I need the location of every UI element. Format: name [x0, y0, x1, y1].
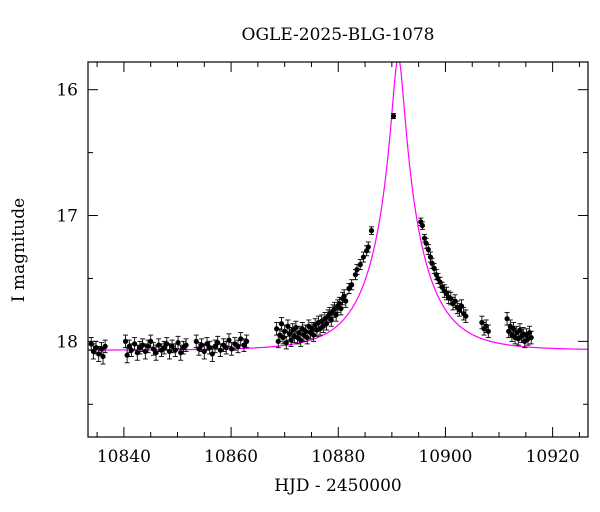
data-point — [304, 334, 310, 341]
data-point — [283, 340, 289, 346]
data-point — [357, 262, 363, 268]
data-point — [156, 342, 162, 348]
data-point — [207, 345, 213, 351]
data-point — [241, 342, 247, 348]
data-point — [132, 341, 138, 347]
data-point — [293, 324, 299, 331]
data-point — [196, 346, 202, 352]
data-point — [439, 284, 445, 290]
data-point — [390, 113, 397, 119]
data-point — [93, 345, 99, 351]
data-point — [128, 347, 135, 353]
data-point — [150, 346, 156, 352]
data-point — [140, 342, 146, 348]
x-tick-label: 10880 — [311, 447, 365, 467]
data-point — [244, 338, 250, 344]
data-point — [229, 346, 235, 352]
x-tick-label: 10900 — [418, 447, 472, 467]
x-tick-label: 10920 — [526, 447, 580, 467]
data-point — [169, 343, 175, 349]
data-point — [122, 338, 129, 344]
data-point — [102, 343, 108, 349]
data-point — [298, 337, 304, 343]
data-point — [172, 347, 178, 353]
data-point — [217, 347, 223, 353]
data-point — [193, 338, 199, 344]
data-point — [201, 348, 207, 355]
plot-frame — [87, 61, 589, 438]
data-point — [368, 228, 375, 234]
data-point — [443, 290, 450, 297]
data-point — [288, 337, 294, 343]
data-point — [238, 336, 244, 342]
data-point — [215, 340, 221, 346]
data-point — [126, 343, 132, 349]
data-point — [153, 350, 159, 356]
data-point — [226, 337, 232, 343]
chart-title: OGLE-2025-BLG-1078 — [242, 25, 435, 45]
data-point — [161, 345, 167, 351]
data-point — [528, 334, 534, 341]
data-point — [178, 350, 184, 356]
plot-area: 10840 10860 10880 10900 10920 16 17 18 — [56, 61, 589, 467]
y-axis-label: I magnitude — [9, 198, 29, 302]
data-point — [333, 312, 339, 318]
data-point — [278, 321, 285, 327]
data-point — [142, 348, 148, 355]
data-point — [90, 348, 96, 355]
y-tick-label: 18 — [56, 332, 78, 352]
data-point — [274, 326, 280, 332]
data-point — [212, 343, 218, 349]
data-point — [349, 282, 355, 288]
data-point — [456, 307, 462, 313]
data-point — [282, 328, 288, 334]
data-point — [354, 267, 360, 273]
data-point — [199, 342, 205, 348]
data-point — [164, 341, 170, 347]
data-point — [175, 340, 181, 346]
data-point — [504, 316, 510, 322]
data-point — [425, 246, 431, 253]
data-point — [485, 328, 491, 334]
data-point — [360, 254, 367, 260]
data-point — [209, 351, 215, 357]
data-point — [463, 313, 469, 319]
data-point — [134, 350, 140, 356]
y-tick-label: 17 — [56, 207, 78, 227]
y-tick-label: 16 — [56, 81, 78, 101]
x-tick-label: 10840 — [97, 447, 151, 467]
data-point — [365, 244, 371, 250]
data-point — [311, 332, 317, 338]
data-point — [343, 298, 349, 304]
x-tick-label: 10860 — [204, 447, 258, 467]
data-point — [124, 352, 130, 358]
data-point — [183, 342, 189, 348]
data-point — [148, 338, 154, 344]
data-point — [166, 348, 173, 355]
data-point — [338, 306, 344, 312]
data-point — [328, 317, 334, 323]
data-point — [100, 353, 106, 360]
data-point — [510, 326, 517, 332]
data-point — [204, 341, 210, 347]
data-point — [223, 345, 229, 351]
x-axis-label: HJD - 2450000 — [274, 476, 402, 496]
data-point — [235, 343, 241, 349]
data-point — [145, 343, 151, 349]
data-point — [419, 222, 426, 229]
